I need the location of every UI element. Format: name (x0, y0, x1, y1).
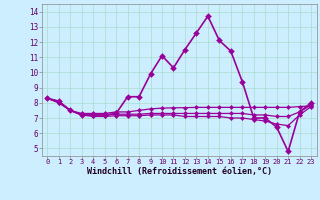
X-axis label: Windchill (Refroidissement éolien,°C): Windchill (Refroidissement éolien,°C) (87, 167, 272, 176)
